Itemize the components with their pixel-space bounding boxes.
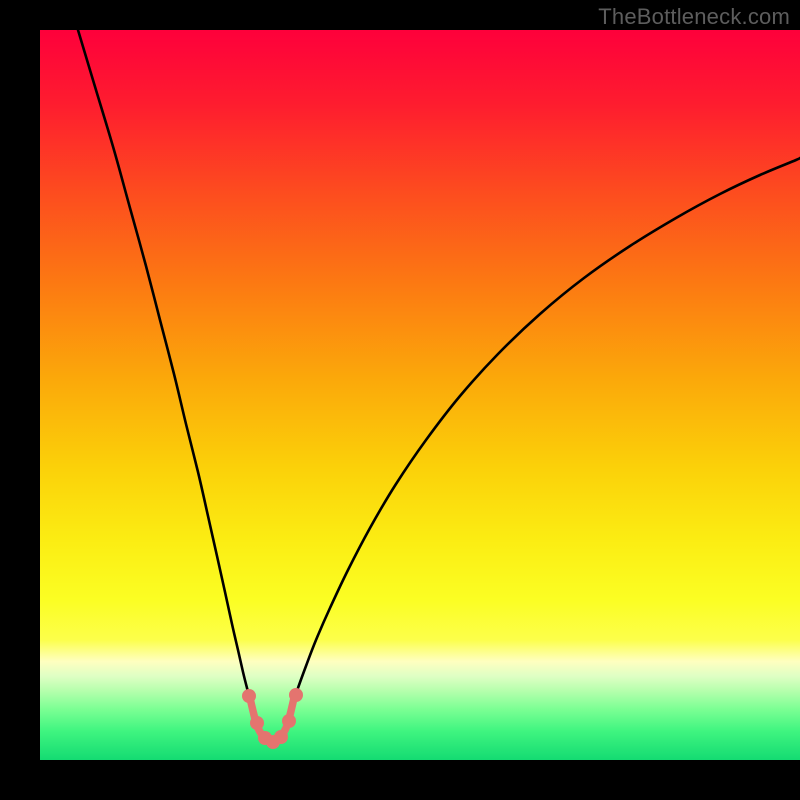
watermark-text: TheBottleneck.com <box>598 4 790 30</box>
plot-area <box>40 30 800 760</box>
right-curve <box>288 158 800 720</box>
frame-left <box>0 0 40 800</box>
curve-layer <box>40 30 800 760</box>
frame-bottom <box>0 760 800 800</box>
stage: TheBottleneck.com <box>0 0 800 800</box>
notch-curve <box>250 698 294 741</box>
left-curve <box>78 30 256 720</box>
